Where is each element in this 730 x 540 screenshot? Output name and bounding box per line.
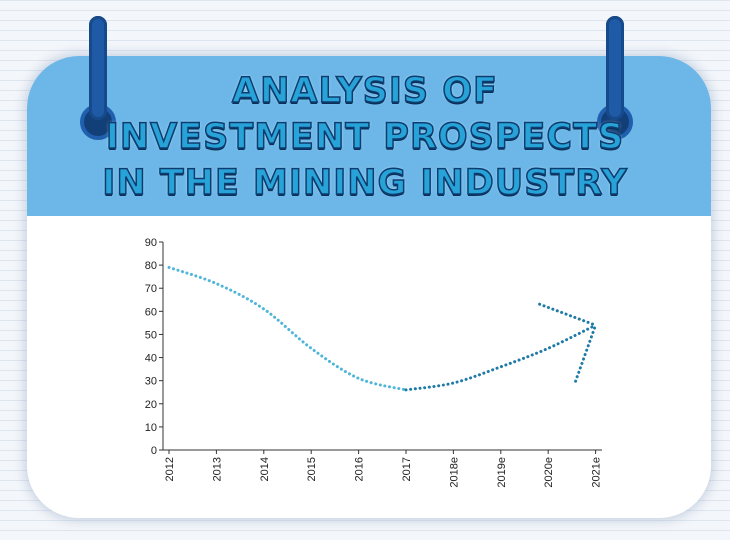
right-ring-clip — [606, 16, 624, 120]
x-tick-group: 2012 2013 2014 2015 2016 2017 2018e 2019e 2020e 2… — [164, 450, 603, 488]
y-tick-label: 90 — [145, 237, 157, 249]
y-tick-label: 70 — [145, 283, 157, 295]
x-tick-label: 2021e — [591, 457, 603, 488]
y-tick-label: 30 — [145, 376, 157, 388]
y-tick-group: 0 10 20 30 40 50 60 70 80 90 — [145, 237, 163, 457]
series-group — [167, 265, 598, 392]
x-tick-label: 2014 — [259, 457, 271, 481]
series-line-forecast — [404, 323, 598, 392]
x-tick-label: 2018e — [448, 457, 460, 488]
title-line-2: INVESTMENT PROSPECTS — [105, 116, 625, 158]
arrowhead-icon — [574, 323, 598, 383]
arrowhead-icon — [538, 302, 598, 327]
series-line-actual — [167, 265, 408, 392]
calendar-card — [27, 56, 711, 518]
x-tick-label: 2019e — [496, 457, 508, 488]
x-tick-label: 2013 — [211, 457, 223, 481]
page-title: ANALYSIS OF INVESTMENT PROSPECTS IN THE … — [0, 68, 730, 206]
x-tick-label: 2016 — [354, 457, 366, 481]
y-tick-label: 60 — [145, 306, 157, 318]
calendar-header — [27, 56, 711, 216]
y-tick-label: 80 — [145, 260, 157, 272]
y-tick-label: 0 — [151, 445, 157, 457]
y-tick-label: 50 — [145, 329, 157, 341]
y-tick-label: 20 — [145, 399, 157, 411]
x-tick-label: 2017 — [401, 457, 413, 481]
title-line-1: ANALYSIS OF — [231, 70, 498, 112]
x-tick-label: 2015 — [306, 457, 318, 481]
y-tick-label: 40 — [145, 353, 157, 365]
y-tick-label: 10 — [145, 422, 157, 434]
title-line-3: IN THE MINING INDUSTRY — [102, 162, 628, 204]
left-ring-clip — [89, 16, 107, 120]
x-tick-label: 2020e — [543, 457, 555, 488]
x-tick-label: 2012 — [164, 457, 176, 481]
